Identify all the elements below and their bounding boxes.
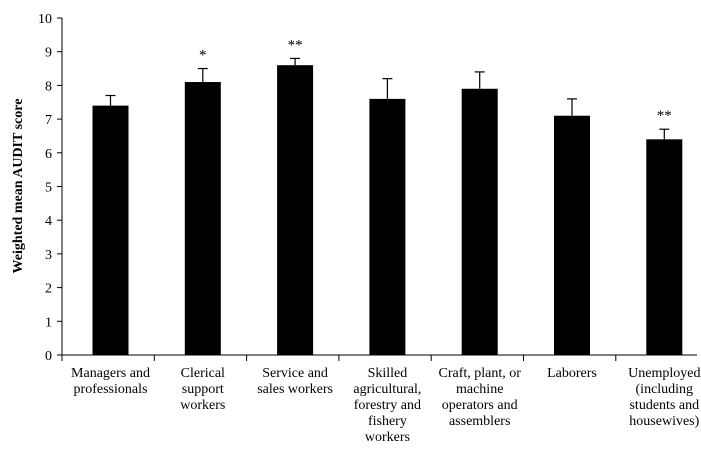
significance-markers: ***** bbox=[199, 37, 672, 124]
y-tick-label: 7 bbox=[45, 113, 52, 128]
category-label-line: forestry and bbox=[354, 398, 421, 413]
category-label-line: machine bbox=[456, 382, 503, 397]
category-label-line: Laborers bbox=[547, 366, 597, 381]
category-label-line: workers bbox=[365, 430, 410, 445]
category-label-line: agricultural, bbox=[353, 382, 421, 397]
category-label: Managers and professionals bbox=[71, 366, 150, 397]
y-tick-label: 4 bbox=[45, 214, 52, 229]
y-tick-label: 10 bbox=[38, 12, 52, 27]
error-bars bbox=[105, 57, 670, 140]
category-label: Skilled agricultural, forestry and fishery w… bbox=[353, 366, 421, 445]
significance-marker: ** bbox=[288, 37, 303, 53]
bar bbox=[277, 65, 314, 356]
category-label: Laborers bbox=[547, 366, 597, 381]
category-label: Service and sales workers bbox=[257, 366, 333, 397]
category-label: Craft, plant, or machine operators and asse… bbox=[438, 366, 521, 429]
significance-marker: * bbox=[199, 48, 207, 64]
y-tick-label: 1 bbox=[45, 315, 52, 330]
category-label-line: Craft, plant, or bbox=[438, 366, 521, 381]
category-label-line: assemblers bbox=[449, 414, 510, 429]
category-label-line: workers bbox=[180, 398, 225, 413]
category-label-line: sales workers bbox=[257, 382, 333, 397]
y-tick-label: 6 bbox=[45, 147, 52, 162]
category-label-line: Unemployed bbox=[628, 366, 700, 381]
category-labels: Managers and professionals Clerical support… bbox=[71, 366, 700, 445]
y-tick-label: 5 bbox=[45, 181, 52, 196]
y-tick-label: 2 bbox=[45, 282, 52, 297]
category-label-line: Clerical bbox=[181, 366, 225, 381]
y-axis-ticks: 0 1 2 3 4 5 6 7 8 9 10 bbox=[38, 12, 62, 364]
category-label-line: operators and bbox=[442, 398, 518, 413]
category-label-line: professionals bbox=[74, 382, 148, 397]
y-tick-label: 9 bbox=[45, 46, 52, 61]
category-label-line: Service and bbox=[262, 366, 328, 381]
bar bbox=[369, 98, 406, 355]
bar bbox=[461, 88, 498, 356]
category-label-line: support bbox=[182, 382, 224, 397]
category-label-line: Skilled bbox=[368, 366, 408, 381]
category-label-line: fishery bbox=[368, 414, 407, 429]
y-axis-title-text: Weighted mean AUDIT score bbox=[11, 99, 26, 274]
y-tick-label: 3 bbox=[45, 248, 52, 263]
category-label-line: housewives) bbox=[629, 414, 699, 429]
significance-marker: ** bbox=[657, 108, 672, 124]
category-label-line: (including bbox=[636, 382, 694, 397]
y-axis-title: Weighted mean AUDIT score bbox=[11, 99, 26, 274]
category-label: Clerical support workers bbox=[180, 366, 225, 413]
category-label: Unemployed (including students and housewiv… bbox=[628, 366, 700, 429]
bar bbox=[554, 115, 590, 355]
bar bbox=[92, 105, 129, 356]
y-tick-label: 8 bbox=[45, 79, 52, 94]
bars bbox=[92, 65, 683, 356]
axes bbox=[61, 18, 697, 361]
category-label-line: students and bbox=[629, 398, 699, 413]
bar bbox=[184, 82, 221, 355]
y-tick-label: 0 bbox=[45, 349, 52, 364]
category-label-line: Managers and bbox=[71, 366, 150, 381]
bar bbox=[646, 139, 683, 355]
